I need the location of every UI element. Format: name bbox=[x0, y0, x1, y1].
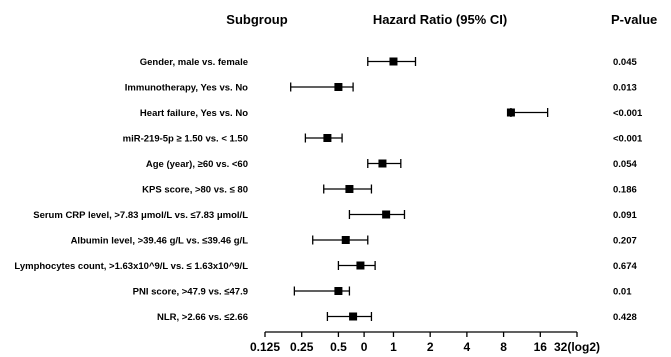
x-axis: 0.125 0.25 0.5 0 1 2 4 8 16 32(log2) bbox=[250, 331, 600, 354]
x-tick-label: 4 bbox=[464, 340, 471, 354]
header-p-value: P-value bbox=[611, 12, 657, 27]
p-value: 0.013 bbox=[613, 83, 637, 94]
forest-row: KPS score, >80 vs. ≤ 80 0.186 bbox=[142, 184, 637, 196]
point-estimate bbox=[506, 108, 515, 117]
point-estimate bbox=[323, 134, 332, 142]
x-tick-label: 0.5 bbox=[330, 340, 347, 354]
header-subgroup: Subgroup bbox=[226, 12, 287, 27]
forest-row: miR-219-5p ≥ 1.50 vs. < 1.50 <0.001 bbox=[123, 133, 643, 145]
forest-row: Heart failure, Yes vs. No <0.001 bbox=[140, 108, 643, 119]
forest-row: Lymphocytes count, >1.63x10^9/L vs. ≤ 1.… bbox=[14, 261, 637, 272]
row-label: PNI score, >47.9 vs. ≤47.9 bbox=[133, 287, 248, 298]
forest-row: PNI score, >47.9 vs. ≤47.9 0.01 bbox=[133, 286, 632, 298]
row-label: Immunotherapy, Yes vs. No bbox=[125, 83, 248, 94]
row-label: Albumin level, >39.46 g/L vs. ≤39.46 g/L bbox=[71, 236, 249, 247]
point-estimate bbox=[378, 159, 387, 168]
row-label: miR-219-5p ≥ 1.50 vs. < 1.50 bbox=[123, 134, 248, 145]
forest-row: Serum CRP level, >7.83 μmol/L vs. ≤7.83 … bbox=[33, 210, 637, 221]
forest-row: Albumin level, >39.46 g/L vs. ≤39.46 g/L… bbox=[71, 235, 637, 247]
p-value: 0.207 bbox=[613, 236, 637, 247]
row-label: Age (year), ≥60 vs. <60 bbox=[146, 159, 248, 170]
row-label: Gender, male vs. female bbox=[140, 57, 248, 68]
point-estimate bbox=[341, 236, 350, 244]
forest-row: Gender, male vs. female 0.045 bbox=[140, 57, 637, 68]
p-value: 0.186 bbox=[613, 185, 637, 196]
row-label: KPS score, >80 vs. ≤ 80 bbox=[142, 185, 248, 196]
point-estimate bbox=[382, 210, 391, 219]
point-estimate bbox=[389, 57, 398, 66]
p-value: 0.428 bbox=[613, 312, 637, 323]
x-tick-label: 0.125 bbox=[250, 340, 280, 354]
row-label: Serum CRP level, >7.83 μmol/L vs. ≤7.83 … bbox=[33, 210, 248, 221]
row-label: NLR, >2.66 vs. ≤2.66 bbox=[157, 312, 248, 323]
p-value: 0.054 bbox=[613, 159, 637, 170]
rows-layer: Gender, male vs. female 0.045 Immunotherap… bbox=[14, 57, 643, 323]
x-tick-label: 16 bbox=[534, 340, 548, 354]
x-tick-label: 1 bbox=[390, 340, 397, 354]
forest-row: Age (year), ≥60 vs. <60 0.054 bbox=[146, 159, 637, 170]
point-estimate bbox=[334, 287, 343, 295]
x-tick-label: 2 bbox=[427, 340, 434, 354]
x-tick-label: 8 bbox=[500, 340, 507, 354]
p-value: 0.091 bbox=[613, 210, 637, 221]
header-hazard-ratio: Hazard Ratio (95% CI) bbox=[373, 12, 507, 27]
p-value: 0.045 bbox=[613, 57, 637, 68]
p-value: <0.001 bbox=[613, 108, 643, 119]
forest-row: NLR, >2.66 vs. ≤2.66 0.428 bbox=[157, 312, 637, 323]
x-tick-label: 0.25 bbox=[290, 340, 314, 354]
forest-row: Immunotherapy, Yes vs. No 0.013 bbox=[125, 82, 637, 94]
point-estimate bbox=[356, 261, 365, 270]
point-estimate bbox=[345, 185, 354, 193]
row-label: Lymphocytes count, >1.63x10^9/L vs. ≤ 1.… bbox=[14, 261, 248, 272]
x-tick-label: 32(log2) bbox=[554, 340, 600, 354]
x-tick-label: 0 bbox=[361, 340, 368, 354]
p-value: 0.674 bbox=[613, 261, 637, 272]
row-label: Heart failure, Yes vs. No bbox=[140, 108, 248, 119]
point-estimate bbox=[334, 83, 343, 91]
point-estimate bbox=[349, 312, 358, 321]
p-value: <0.001 bbox=[613, 134, 643, 145]
p-value: 0.01 bbox=[613, 287, 632, 298]
